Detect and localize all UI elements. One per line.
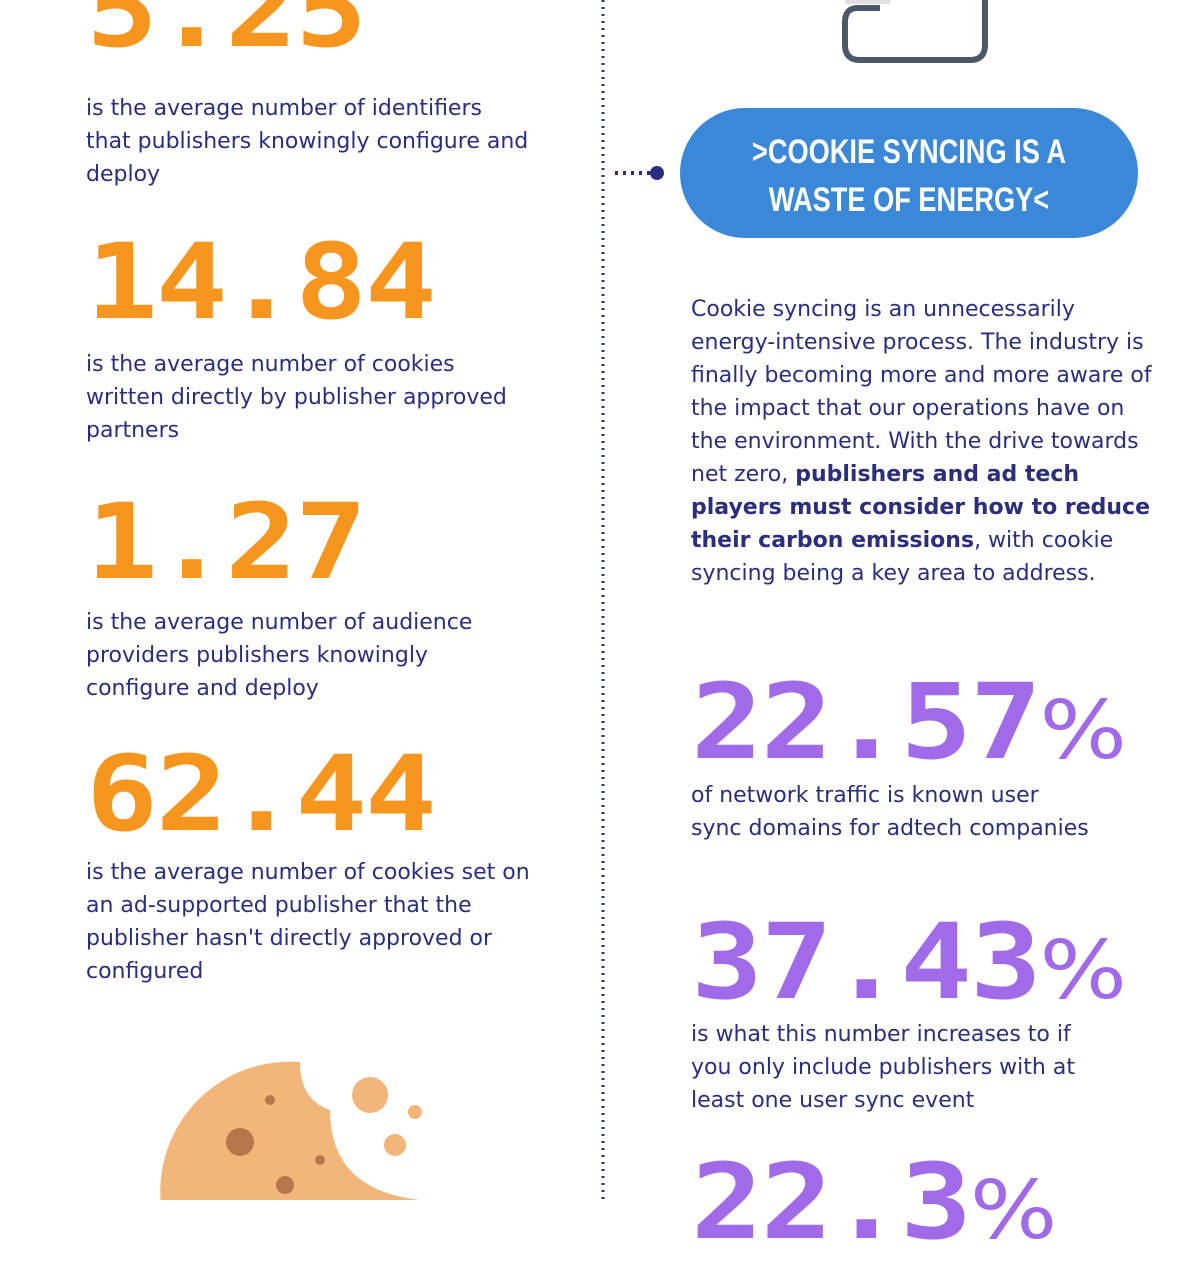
banner: >COOKIE SYNCING IS A WASTE OF ENERGY<	[680, 128, 1138, 224]
text: Cookie syncing is an unnecessarily energ…	[691, 297, 1152, 487]
bold-text: publishers and ad tech players must cons…	[691, 462, 1151, 553]
banner-line: WASTE OF ENERGY<	[768, 181, 1050, 219]
stat-number: 1.27	[86, 481, 367, 603]
page: 5.25 is the average number of identifier…	[86, 0, 1161, 1254]
stat-text: is the average number of cookies set on …	[86, 860, 530, 984]
stat-number: 22.57%	[691, 670, 1127, 774]
stat-number: 37.43%	[691, 910, 1127, 1014]
stat-text: is what this number increases to if you …	[691, 1022, 1075, 1113]
number: 37.43	[691, 901, 1042, 1023]
cookie	[160, 1061, 422, 1200]
decor	[160, 0, 1138, 1200]
stat-number: 62.44	[86, 733, 437, 855]
stat-text: of network traffic is known user sync do…	[691, 783, 1089, 841]
stat-number: 5.25	[86, 0, 367, 71]
stat-number: 14.84	[86, 221, 437, 343]
number: 22.3	[691, 1141, 972, 1263]
paragraph: Cookie syncing is an unnecessarily energ…	[691, 293, 1161, 590]
text: , with cookie syncing being a key area t…	[691, 528, 1114, 586]
stat-number: 22.3%	[691, 1150, 1057, 1254]
stat-text: is the average number of identifiers tha…	[86, 96, 529, 187]
unit: %	[1039, 684, 1127, 777]
unit: %	[1039, 924, 1127, 1017]
unit: %	[969, 1164, 1058, 1257]
number: 22.57	[691, 661, 1042, 783]
stat-text: is the average number of audience provid…	[86, 610, 473, 701]
stat-text: is the average number of cookies written…	[86, 352, 507, 443]
banner-line: >COOKIE SYNCING IS A	[751, 133, 1067, 171]
